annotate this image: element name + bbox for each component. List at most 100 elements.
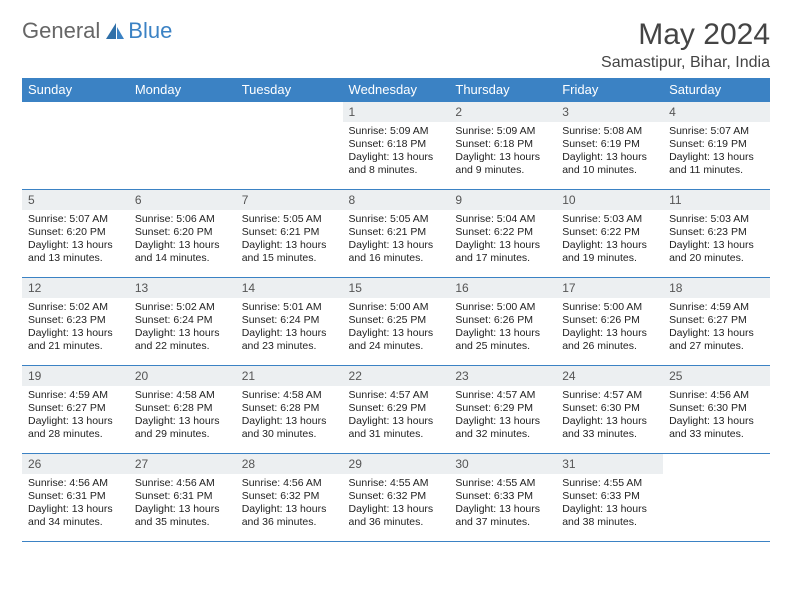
day-details: Sunrise: 5:00 AMSunset: 6:25 PMDaylight:… <box>343 298 450 358</box>
calendar-day-cell: 23Sunrise: 4:57 AMSunset: 6:29 PMDayligh… <box>449 366 556 454</box>
day-number: 18 <box>663 278 770 298</box>
calendar-day-cell: 28Sunrise: 4:56 AMSunset: 6:32 PMDayligh… <box>236 454 343 542</box>
day-number: 14 <box>236 278 343 298</box>
weekday-header-row: SundayMondayTuesdayWednesdayThursdayFrid… <box>22 78 770 102</box>
weekday-header: Tuesday <box>236 78 343 102</box>
calendar-day-cell: 18Sunrise: 4:59 AMSunset: 6:27 PMDayligh… <box>663 278 770 366</box>
day-number: 24 <box>556 366 663 386</box>
calendar-day-cell <box>236 102 343 190</box>
day-number: 19 <box>22 366 129 386</box>
calendar-day-cell <box>129 102 236 190</box>
calendar-day-cell: 20Sunrise: 4:58 AMSunset: 6:28 PMDayligh… <box>129 366 236 454</box>
calendar-day-cell: 8Sunrise: 5:05 AMSunset: 6:21 PMDaylight… <box>343 190 450 278</box>
day-number: 11 <box>663 190 770 210</box>
calendar-day-cell: 26Sunrise: 4:56 AMSunset: 6:31 PMDayligh… <box>22 454 129 542</box>
day-details: Sunrise: 4:58 AMSunset: 6:28 PMDaylight:… <box>129 386 236 446</box>
weekday-header: Monday <box>129 78 236 102</box>
calendar-day-cell: 31Sunrise: 4:55 AMSunset: 6:33 PMDayligh… <box>556 454 663 542</box>
day-details: Sunrise: 4:55 AMSunset: 6:32 PMDaylight:… <box>343 474 450 534</box>
day-number: 2 <box>449 102 556 122</box>
location-subtitle: Samastipur, Bihar, India <box>601 54 770 72</box>
day-details: Sunrise: 5:07 AMSunset: 6:19 PMDaylight:… <box>663 122 770 182</box>
day-number: 13 <box>129 278 236 298</box>
day-number: 31 <box>556 454 663 474</box>
calendar-day-cell: 22Sunrise: 4:57 AMSunset: 6:29 PMDayligh… <box>343 366 450 454</box>
calendar-day-cell: 11Sunrise: 5:03 AMSunset: 6:23 PMDayligh… <box>663 190 770 278</box>
calendar-day-cell: 10Sunrise: 5:03 AMSunset: 6:22 PMDayligh… <box>556 190 663 278</box>
day-details: Sunrise: 4:56 AMSunset: 6:30 PMDaylight:… <box>663 386 770 446</box>
day-details: Sunrise: 4:56 AMSunset: 6:31 PMDaylight:… <box>129 474 236 534</box>
day-details: Sunrise: 4:56 AMSunset: 6:32 PMDaylight:… <box>236 474 343 534</box>
calendar-day-cell: 6Sunrise: 5:06 AMSunset: 6:20 PMDaylight… <box>129 190 236 278</box>
day-details: Sunrise: 5:02 AMSunset: 6:24 PMDaylight:… <box>129 298 236 358</box>
day-number: 9 <box>449 190 556 210</box>
brand-part1: General <box>22 18 100 44</box>
day-details: Sunrise: 4:56 AMSunset: 6:31 PMDaylight:… <box>22 474 129 534</box>
calendar-day-cell: 15Sunrise: 5:00 AMSunset: 6:25 PMDayligh… <box>343 278 450 366</box>
calendar-day-cell: 19Sunrise: 4:59 AMSunset: 6:27 PMDayligh… <box>22 366 129 454</box>
weekday-header: Wednesday <box>343 78 450 102</box>
calendar-day-cell: 17Sunrise: 5:00 AMSunset: 6:26 PMDayligh… <box>556 278 663 366</box>
calendar-week-row: 26Sunrise: 4:56 AMSunset: 6:31 PMDayligh… <box>22 454 770 542</box>
brand-part2: Blue <box>128 18 172 44</box>
day-details: Sunrise: 5:03 AMSunset: 6:23 PMDaylight:… <box>663 210 770 270</box>
day-details: Sunrise: 5:09 AMSunset: 6:18 PMDaylight:… <box>449 122 556 182</box>
day-number: 4 <box>663 102 770 122</box>
day-number: 29 <box>343 454 450 474</box>
calendar-day-cell: 3Sunrise: 5:08 AMSunset: 6:19 PMDaylight… <box>556 102 663 190</box>
day-number: 10 <box>556 190 663 210</box>
day-details: Sunrise: 4:59 AMSunset: 6:27 PMDaylight:… <box>663 298 770 358</box>
day-number: 6 <box>129 190 236 210</box>
day-details: Sunrise: 5:05 AMSunset: 6:21 PMDaylight:… <box>343 210 450 270</box>
day-details: Sunrise: 4:57 AMSunset: 6:29 PMDaylight:… <box>343 386 450 446</box>
day-details: Sunrise: 5:05 AMSunset: 6:21 PMDaylight:… <box>236 210 343 270</box>
day-number: 15 <box>343 278 450 298</box>
calendar-day-cell: 27Sunrise: 4:56 AMSunset: 6:31 PMDayligh… <box>129 454 236 542</box>
weekday-header: Sunday <box>22 78 129 102</box>
day-number: 27 <box>129 454 236 474</box>
calendar-day-cell: 7Sunrise: 5:05 AMSunset: 6:21 PMDaylight… <box>236 190 343 278</box>
calendar-day-cell <box>663 454 770 542</box>
day-details: Sunrise: 5:07 AMSunset: 6:20 PMDaylight:… <box>22 210 129 270</box>
day-details: Sunrise: 5:04 AMSunset: 6:22 PMDaylight:… <box>449 210 556 270</box>
day-details: Sunrise: 5:06 AMSunset: 6:20 PMDaylight:… <box>129 210 236 270</box>
calendar-day-cell <box>22 102 129 190</box>
day-number: 12 <box>22 278 129 298</box>
day-number: 1 <box>343 102 450 122</box>
day-number: 26 <box>22 454 129 474</box>
calendar-day-cell: 2Sunrise: 5:09 AMSunset: 6:18 PMDaylight… <box>449 102 556 190</box>
calendar-week-row: 1Sunrise: 5:09 AMSunset: 6:18 PMDaylight… <box>22 102 770 190</box>
brand-sail-icon <box>104 21 126 41</box>
day-details: Sunrise: 4:55 AMSunset: 6:33 PMDaylight:… <box>556 474 663 534</box>
calendar-week-row: 5Sunrise: 5:07 AMSunset: 6:20 PMDaylight… <box>22 190 770 278</box>
calendar-day-cell: 24Sunrise: 4:57 AMSunset: 6:30 PMDayligh… <box>556 366 663 454</box>
day-details: Sunrise: 5:03 AMSunset: 6:22 PMDaylight:… <box>556 210 663 270</box>
day-number: 20 <box>129 366 236 386</box>
day-number: 16 <box>449 278 556 298</box>
day-number: 23 <box>449 366 556 386</box>
day-details: Sunrise: 5:02 AMSunset: 6:23 PMDaylight:… <box>22 298 129 358</box>
calendar-day-cell: 4Sunrise: 5:07 AMSunset: 6:19 PMDaylight… <box>663 102 770 190</box>
day-details: Sunrise: 5:01 AMSunset: 6:24 PMDaylight:… <box>236 298 343 358</box>
calendar-table: SundayMondayTuesdayWednesdayThursdayFrid… <box>22 78 770 542</box>
calendar-day-cell: 30Sunrise: 4:55 AMSunset: 6:33 PMDayligh… <box>449 454 556 542</box>
calendar-day-cell: 16Sunrise: 5:00 AMSunset: 6:26 PMDayligh… <box>449 278 556 366</box>
day-number: 21 <box>236 366 343 386</box>
day-number: 7 <box>236 190 343 210</box>
day-details: Sunrise: 5:00 AMSunset: 6:26 PMDaylight:… <box>449 298 556 358</box>
brand-logo: General Blue <box>22 18 172 44</box>
calendar-day-cell: 5Sunrise: 5:07 AMSunset: 6:20 PMDaylight… <box>22 190 129 278</box>
day-details: Sunrise: 5:09 AMSunset: 6:18 PMDaylight:… <box>343 122 450 182</box>
page-title: May 2024 <box>601 18 770 52</box>
weekday-header: Saturday <box>663 78 770 102</box>
day-number: 28 <box>236 454 343 474</box>
calendar-day-cell: 13Sunrise: 5:02 AMSunset: 6:24 PMDayligh… <box>129 278 236 366</box>
day-number: 8 <box>343 190 450 210</box>
weekday-header: Thursday <box>449 78 556 102</box>
day-details: Sunrise: 4:55 AMSunset: 6:33 PMDaylight:… <box>449 474 556 534</box>
calendar-week-row: 19Sunrise: 4:59 AMSunset: 6:27 PMDayligh… <box>22 366 770 454</box>
calendar-day-cell: 25Sunrise: 4:56 AMSunset: 6:30 PMDayligh… <box>663 366 770 454</box>
calendar-day-cell: 12Sunrise: 5:02 AMSunset: 6:23 PMDayligh… <box>22 278 129 366</box>
day-details: Sunrise: 5:08 AMSunset: 6:19 PMDaylight:… <box>556 122 663 182</box>
day-details: Sunrise: 4:57 AMSunset: 6:29 PMDaylight:… <box>449 386 556 446</box>
